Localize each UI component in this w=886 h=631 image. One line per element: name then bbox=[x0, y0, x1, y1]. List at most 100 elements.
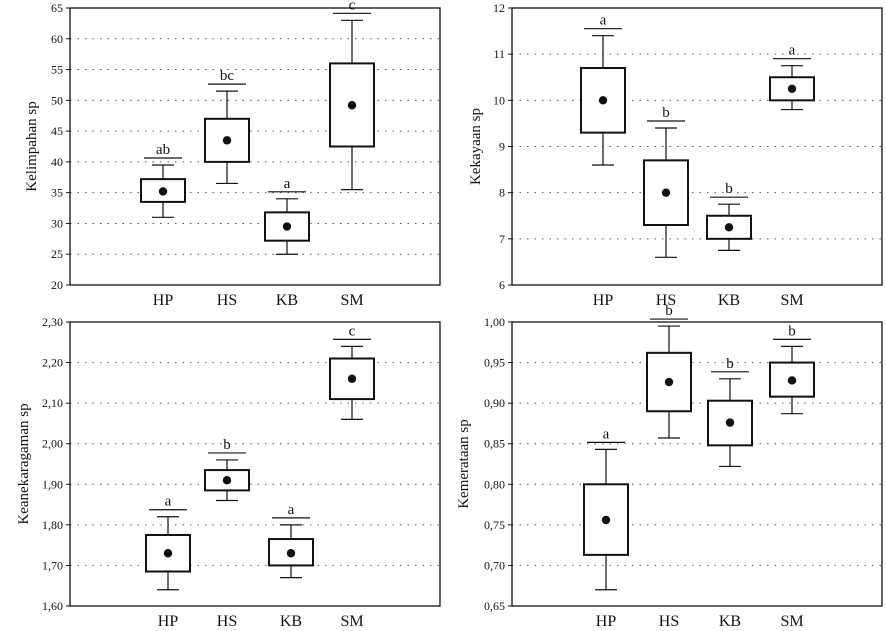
y-tick-label: 2,30 bbox=[42, 315, 63, 329]
y-tick-label: 7 bbox=[499, 232, 505, 246]
y-tick-label: 2,10 bbox=[42, 396, 63, 410]
y-tick-label: 6 bbox=[499, 278, 505, 292]
significance-letter: ab bbox=[156, 142, 170, 158]
y-tick-label: 20 bbox=[51, 278, 63, 292]
y-tick-label: 10 bbox=[493, 93, 505, 107]
y-tick-label: 0,70 bbox=[484, 558, 505, 572]
box-HS: bc bbox=[204, 68, 250, 185]
y-tick-label: 1,80 bbox=[42, 518, 63, 532]
significance-letter: b bbox=[662, 105, 670, 121]
box-HS: b bbox=[646, 303, 692, 439]
category-label: HP bbox=[153, 292, 174, 309]
significance-letter: a bbox=[600, 13, 607, 29]
category-label: SM bbox=[340, 292, 363, 309]
y-tick-label: 60 bbox=[51, 32, 63, 46]
mean-marker bbox=[163, 549, 173, 558]
significance-letter: b bbox=[725, 181, 733, 197]
y-tick-label: 1,00 bbox=[484, 315, 505, 329]
box-HP: a bbox=[145, 494, 191, 591]
plot-frame bbox=[511, 321, 883, 607]
box-SM: c bbox=[329, 0, 375, 191]
y-tick-label: 1,90 bbox=[42, 477, 63, 491]
y-tick-label: 0,75 bbox=[484, 518, 505, 532]
y-tick-label: 55 bbox=[51, 63, 63, 77]
box-HP: a bbox=[583, 426, 629, 591]
mean-marker bbox=[787, 376, 797, 385]
y-tick-label: 25 bbox=[51, 247, 63, 261]
significance-letter: bc bbox=[220, 68, 235, 84]
category-label: SM bbox=[340, 613, 363, 630]
box-SM: b bbox=[769, 323, 815, 415]
y-tick-label: 65 bbox=[51, 1, 63, 15]
y-tick-label: 0,95 bbox=[484, 356, 505, 370]
category-label: HP bbox=[596, 613, 617, 630]
y-axis-label: Keanekaragaman sp bbox=[16, 403, 32, 524]
box-KB: a bbox=[268, 502, 314, 579]
y-axis-label: Kelimpahan sp bbox=[24, 101, 40, 191]
y-tick-label: 45 bbox=[51, 124, 63, 138]
category-label: KB bbox=[276, 292, 298, 309]
box-SM: a bbox=[769, 43, 815, 111]
mean-marker bbox=[725, 418, 735, 427]
significance-letter: a bbox=[165, 494, 172, 510]
box-HS: b bbox=[204, 437, 250, 502]
y-tick-label: 2,00 bbox=[42, 437, 63, 451]
y-tick-label: 1,60 bbox=[42, 599, 63, 613]
mean-marker bbox=[724, 223, 734, 232]
mean-marker bbox=[664, 377, 674, 387]
y-axis-label: Kekayaan sp bbox=[468, 108, 484, 185]
significance-letter: b bbox=[223, 437, 231, 453]
category-label: SM bbox=[780, 613, 803, 630]
category-label: SM bbox=[780, 292, 803, 309]
mean-marker bbox=[787, 84, 797, 93]
y-tick-label: 11 bbox=[493, 47, 505, 61]
significance-letter: a bbox=[603, 426, 610, 442]
mean-marker bbox=[601, 515, 611, 525]
y-tick-label: 30 bbox=[51, 216, 63, 230]
box-SM: c bbox=[329, 323, 375, 420]
significance-letter: c bbox=[349, 0, 356, 13]
category-label: HP bbox=[158, 613, 179, 630]
category-label: HP bbox=[593, 292, 614, 309]
mean-marker bbox=[347, 374, 357, 383]
y-tick-label: 40 bbox=[51, 155, 63, 169]
category-label: KB bbox=[718, 292, 740, 309]
mean-marker bbox=[222, 136, 232, 145]
box-HS: b bbox=[643, 105, 689, 258]
y-tick-label: 0,80 bbox=[484, 477, 505, 491]
y-tick-label: 0,85 bbox=[484, 437, 505, 451]
plot-frame bbox=[69, 7, 441, 286]
box-KB: a bbox=[264, 176, 310, 255]
category-label: KB bbox=[719, 613, 741, 630]
category-label: HS bbox=[217, 613, 237, 630]
chart-panel-2: 6 7 8 9 10 11 12 Kekayaan sp HP HS KB SM a b b a bbox=[468, 1, 883, 309]
mean-marker bbox=[282, 222, 292, 231]
significance-letter: a bbox=[789, 43, 796, 59]
significance-letter: a bbox=[284, 176, 291, 192]
significance-letter: b bbox=[726, 356, 734, 372]
chart-panel-3: 1,60 1,70 1,80 1,90 2,00 2,10 2,20 2,30 Keanekar… bbox=[16, 315, 441, 630]
y-tick-label: 9 bbox=[499, 140, 505, 154]
y-tick-label: 0,65 bbox=[484, 599, 505, 613]
mean-marker bbox=[222, 476, 232, 485]
box-HP: ab bbox=[140, 142, 186, 218]
mean-marker bbox=[286, 549, 296, 558]
mean-marker bbox=[158, 187, 168, 196]
y-tick-label: 1,70 bbox=[42, 558, 63, 572]
mean-marker bbox=[598, 96, 608, 105]
mean-marker bbox=[347, 101, 357, 110]
category-label: HS bbox=[656, 292, 676, 309]
plot-frame bbox=[511, 7, 883, 286]
category-label: HS bbox=[659, 613, 679, 630]
y-tick-label: 2,20 bbox=[42, 356, 63, 370]
significance-letter: b bbox=[788, 323, 796, 339]
y-tick-label: 8 bbox=[499, 186, 505, 200]
chart-panel-1: 20 25 30 35 40 45 50 55 60 65 Kelimpahan sp HP HS KB S… bbox=[24, 0, 441, 309]
category-label: HS bbox=[217, 292, 237, 309]
significance-letter: b bbox=[665, 303, 673, 319]
category-label: KB bbox=[280, 613, 302, 630]
box-body bbox=[329, 357, 375, 401]
y-tick-label: 0,90 bbox=[484, 396, 505, 410]
significance-letter: c bbox=[349, 323, 356, 339]
